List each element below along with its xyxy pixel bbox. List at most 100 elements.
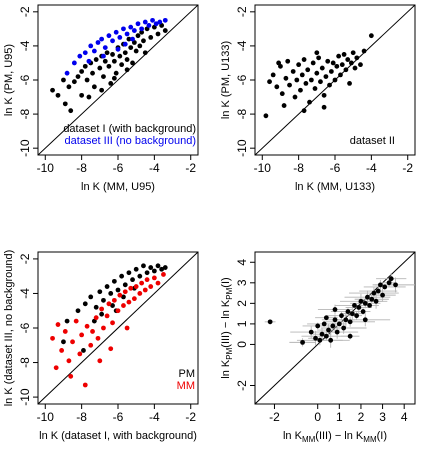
data-point: [328, 337, 334, 343]
y-tick-label: -4: [235, 40, 249, 51]
data-point: [312, 86, 318, 91]
x-tick-label: -2: [185, 161, 196, 175]
data-point: [79, 92, 85, 98]
data-point: [362, 317, 368, 323]
x-tick-label: -4: [149, 410, 160, 424]
data-point: [93, 304, 99, 310]
legend-entry: MM: [177, 380, 195, 392]
data-point: [162, 17, 168, 23]
data-point: [137, 291, 143, 296]
data-point: [150, 17, 155, 23]
data-point: [126, 270, 132, 276]
data-point: [111, 297, 117, 303]
data-point: [64, 318, 70, 324]
plot-area: [255, 5, 415, 155]
data-point: [345, 309, 351, 314]
data-point: [81, 348, 86, 353]
y-tick-label: -2: [235, 6, 249, 17]
data-point: [307, 99, 312, 105]
data-point: [141, 263, 146, 269]
x-tick-label: -4: [149, 161, 160, 175]
y-tick-label: -2: [235, 380, 249, 391]
data-point: [101, 297, 106, 303]
data-point: [121, 26, 126, 32]
data-point: [142, 287, 148, 293]
data-point: [354, 55, 360, 61]
data-point: [347, 319, 353, 325]
data-point: [350, 50, 356, 56]
data-point: [294, 77, 300, 83]
data-point: [133, 266, 139, 272]
series-0: [263, 33, 374, 119]
data-point: [99, 87, 105, 93]
data-point: [124, 67, 130, 73]
data-point: [298, 87, 303, 93]
data-point: [102, 58, 108, 64]
legend-entry: PM: [179, 368, 196, 380]
y-tick-label: 3: [235, 279, 249, 286]
legend: dataset II: [350, 135, 395, 147]
data-point: [316, 55, 322, 61]
data-point: [157, 19, 163, 25]
data-point: [106, 301, 112, 307]
data-point: [122, 50, 128, 56]
data-point: [327, 82, 332, 88]
data-point: [117, 53, 123, 59]
y-axis-label: ln K (dataset III, no background): [3, 250, 15, 407]
data-point: [290, 69, 296, 74]
data-point: [90, 329, 95, 334]
data-point: [101, 325, 106, 331]
data-point: [110, 320, 115, 326]
data-point: [155, 31, 161, 37]
data-point: [153, 21, 159, 27]
data-point: [386, 280, 392, 286]
data-point: [339, 313, 344, 319]
data-point: [95, 40, 101, 45]
data-point: [338, 72, 343, 78]
y-tick-label: -10: [18, 388, 32, 406]
data-point: [148, 265, 154, 270]
data-point: [328, 69, 334, 74]
data-point: [135, 33, 141, 39]
series-1: [50, 272, 166, 388]
data-point: [84, 77, 90, 83]
data-point: [139, 280, 145, 286]
data-point: [50, 335, 55, 341]
data-point: [146, 23, 152, 28]
data-point: [91, 48, 97, 54]
data-point: [95, 335, 101, 341]
y-axis-label: ln K (PM, U133): [220, 41, 232, 119]
plot-area: [255, 252, 415, 404]
data-point: [305, 67, 311, 73]
y-tick-label: -6: [18, 74, 32, 85]
data-point: [296, 62, 302, 68]
data-point: [161, 272, 166, 277]
x-tick-label: -6: [113, 410, 124, 424]
data-point: [371, 290, 377, 296]
data-point: [155, 280, 161, 286]
data-point: [308, 329, 314, 335]
x-axis-label: ln K (MM, U95): [81, 181, 155, 193]
y-tick-label: -8: [18, 357, 32, 368]
data-point: [128, 45, 134, 51]
data-point: [82, 50, 88, 56]
y-tick-label: -10: [235, 139, 249, 157]
panel-background: -10 -8 -6 -4 -2 -10 -8 -6 -4 -2 ln K (dataset I, w…: [3, 250, 199, 442]
data-point: [382, 284, 388, 290]
data-point: [323, 74, 329, 79]
data-point: [393, 282, 398, 288]
data-point: [330, 60, 336, 66]
data-point: [274, 84, 280, 90]
data-point: [388, 276, 394, 282]
data-point: [348, 60, 354, 66]
plot-area: [38, 252, 198, 404]
x-tick-label: -2: [402, 161, 413, 175]
data-point: [279, 91, 285, 97]
y-tick-label: -8: [18, 108, 32, 119]
data-point: [345, 57, 351, 62]
plot-frame: [254, 251, 416, 405]
data-point: [99, 36, 105, 42]
x-axis-label: ln K (dataset I, with background): [39, 430, 197, 442]
legend: dataset I (with background)dataset III (…: [63, 123, 196, 147]
data-point: [106, 63, 112, 69]
